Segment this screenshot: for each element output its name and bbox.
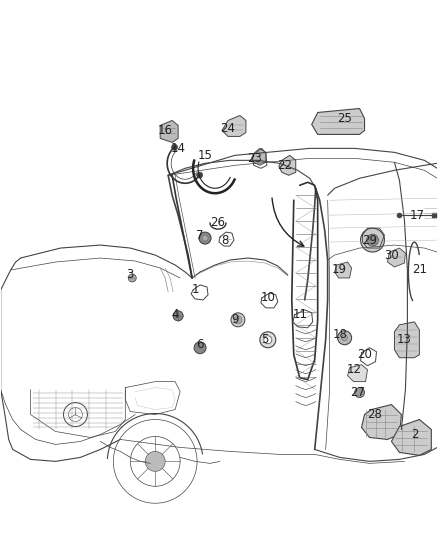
Text: 26: 26 — [211, 216, 226, 229]
Polygon shape — [392, 419, 431, 455]
Text: 20: 20 — [357, 348, 372, 361]
Text: 5: 5 — [261, 333, 268, 346]
Circle shape — [173, 311, 183, 321]
Text: 13: 13 — [397, 333, 412, 346]
Circle shape — [342, 335, 348, 341]
Text: 29: 29 — [362, 233, 377, 247]
Polygon shape — [312, 109, 364, 134]
Text: 15: 15 — [198, 149, 212, 162]
Text: 8: 8 — [221, 233, 229, 247]
Text: 30: 30 — [384, 248, 399, 262]
Text: 1: 1 — [191, 284, 199, 296]
Polygon shape — [279, 155, 296, 175]
Text: 12: 12 — [347, 363, 362, 376]
Text: 9: 9 — [231, 313, 239, 326]
Text: 28: 28 — [367, 408, 382, 421]
Text: 19: 19 — [332, 263, 347, 277]
Text: 7: 7 — [196, 229, 204, 241]
Text: 14: 14 — [171, 142, 186, 155]
Circle shape — [355, 387, 364, 398]
Text: 6: 6 — [196, 338, 204, 351]
Polygon shape — [361, 405, 401, 439]
Circle shape — [360, 228, 385, 252]
Text: 11: 11 — [292, 309, 307, 321]
Text: 27: 27 — [350, 386, 365, 399]
Text: 4: 4 — [171, 309, 179, 321]
Circle shape — [260, 332, 276, 348]
Polygon shape — [222, 116, 246, 136]
Polygon shape — [160, 120, 178, 142]
Text: 25: 25 — [337, 112, 352, 125]
Polygon shape — [252, 148, 266, 165]
Circle shape — [199, 232, 211, 244]
Text: 16: 16 — [158, 124, 173, 137]
Circle shape — [367, 234, 378, 246]
Text: 2: 2 — [411, 428, 418, 441]
Circle shape — [231, 313, 245, 327]
Text: 23: 23 — [247, 152, 262, 165]
Circle shape — [197, 172, 203, 178]
Text: 10: 10 — [261, 292, 275, 304]
Text: 24: 24 — [220, 122, 236, 135]
Text: 21: 21 — [412, 263, 427, 277]
Polygon shape — [335, 262, 352, 278]
Text: 3: 3 — [127, 269, 134, 281]
Circle shape — [145, 451, 165, 471]
Circle shape — [172, 144, 177, 150]
Circle shape — [264, 336, 272, 344]
Polygon shape — [348, 365, 367, 382]
Circle shape — [128, 274, 136, 282]
Polygon shape — [395, 322, 419, 358]
Text: 22: 22 — [277, 159, 292, 172]
Circle shape — [202, 235, 208, 241]
Circle shape — [234, 316, 242, 324]
Polygon shape — [388, 248, 406, 267]
Circle shape — [338, 331, 352, 345]
Text: 17: 17 — [410, 208, 425, 222]
Text: 18: 18 — [332, 328, 347, 341]
Circle shape — [194, 342, 206, 354]
